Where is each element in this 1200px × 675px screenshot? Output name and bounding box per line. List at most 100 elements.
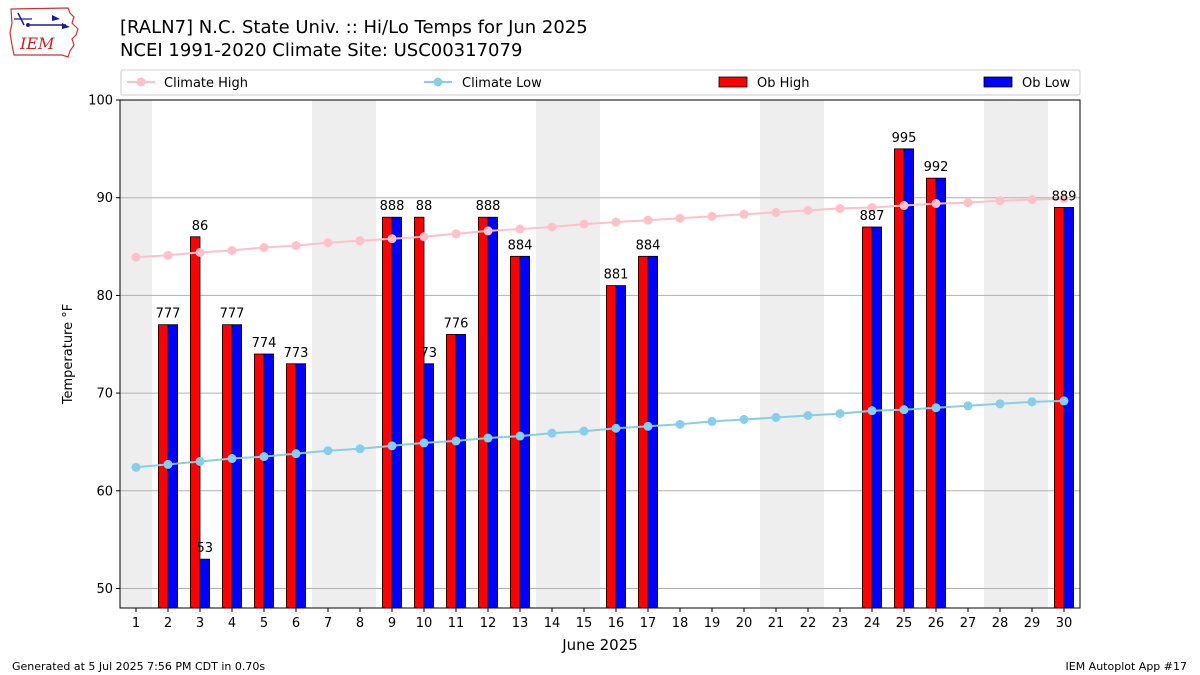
- bars: [157, 148, 1075, 609]
- ob-low-bar: [455, 334, 467, 609]
- ob-high-bar: [638, 255, 649, 609]
- x-tick-label: 20: [736, 616, 753, 631]
- bar-value-label: 881: [604, 268, 629, 283]
- climate-high-point: [707, 211, 717, 221]
- ob-low-bar: [935, 177, 947, 609]
- climate-high-point: [931, 199, 941, 209]
- climate-low-point: [163, 459, 173, 469]
- climate-low-point: [835, 409, 845, 419]
- x-tick-label: 24: [864, 616, 881, 631]
- y-axis-ticks: 50 60 70 80 90 100: [88, 94, 120, 597]
- ob-low-bar: [487, 216, 499, 609]
- weekend-shade: [312, 100, 344, 608]
- grid-lines: [120, 99, 1080, 589]
- ob-high-bar: [445, 334, 457, 609]
- climate-low-point: [515, 431, 525, 441]
- ob-low-value-label: 73: [421, 346, 438, 361]
- ob-high-bar: [926, 177, 937, 609]
- bar-value-label: 887: [860, 209, 885, 224]
- climate-high-point: [259, 243, 269, 253]
- weekend-shade: [120, 100, 152, 608]
- plot-frame: [119, 99, 1081, 609]
- climate-high-point: [899, 201, 909, 211]
- ob-low-bar: [615, 285, 627, 609]
- x-tick-label: 16: [608, 616, 625, 631]
- bar-value-label: 884: [508, 238, 533, 253]
- ob-high-bar: [285, 363, 297, 609]
- climate-low-point: [291, 449, 301, 459]
- climate-low-point: [675, 419, 685, 429]
- climate-high-point: [1059, 194, 1069, 204]
- bar-value-label: 776: [444, 316, 469, 331]
- ob-low-bar: [391, 216, 403, 609]
- y-tick-label: 50: [96, 582, 113, 597]
- footer-generated: Generated at 5 Jul 2025 7:56 PM CDT in 0…: [12, 660, 266, 673]
- ob-low-bar: [423, 363, 435, 609]
- iem-logo: IEM: [8, 5, 82, 59]
- legend-ob-low-label: Ob Low: [1022, 76, 1071, 91]
- y-tick-label: 80: [96, 289, 113, 304]
- bar-value-label: 777: [220, 307, 245, 322]
- climate-low-point: [131, 462, 141, 472]
- y-tick-label: 60: [96, 484, 113, 499]
- x-tick-label: 28: [992, 616, 1009, 631]
- ob-low-bar: [231, 324, 243, 609]
- climate-high-point: [1027, 195, 1037, 205]
- x-tick-label: 7: [324, 616, 332, 631]
- x-tick-label: 12: [480, 616, 497, 631]
- footer-app: IEM Autoplot App #17: [1065, 660, 1188, 673]
- legend-ob-high-label: Ob High: [757, 76, 810, 91]
- climate-low-point: [419, 438, 429, 448]
- y-axis-label: Temperature °F: [61, 304, 76, 405]
- climate-low-line: [135, 399, 1065, 469]
- y-tick-label: 100: [88, 94, 113, 109]
- weekend-shading: [120, 100, 1048, 608]
- climate-low-point: [579, 426, 589, 436]
- bar-value-label: 992: [924, 160, 949, 175]
- ob-high-bar: [253, 353, 265, 609]
- x-tick-label: 27: [960, 616, 977, 631]
- climate-high-point: [195, 247, 205, 257]
- legend-climate-high-marker: [136, 77, 146, 87]
- legend-climate-low-marker: [433, 77, 443, 87]
- bar-value-label: 88: [416, 199, 433, 214]
- legend-ob-high-swatch: [718, 76, 748, 88]
- x-tick-label: 18: [672, 616, 689, 631]
- climate-low-point: [867, 406, 877, 416]
- climate-high-point: [163, 250, 173, 260]
- climate-low-point: [963, 401, 973, 411]
- x-tick-label: 30: [1056, 616, 1073, 631]
- climate-high-point: [419, 232, 429, 242]
- ob-high-bar: [477, 216, 489, 609]
- x-tick-label: 3: [196, 616, 204, 631]
- climate-low-point: [451, 436, 461, 446]
- x-tick-label: 9: [388, 616, 396, 631]
- climate-high-point: [963, 198, 973, 208]
- iowa-outline-icon: [9, 7, 79, 58]
- x-tick-label: 15: [576, 616, 593, 631]
- climate-low-point: [707, 416, 717, 426]
- y-tick-label: 90: [96, 191, 113, 206]
- climate-high-point: [643, 215, 653, 225]
- climate-low-point: [355, 444, 365, 454]
- ob-high-bar: [221, 324, 233, 609]
- climate-low-point: [1059, 396, 1069, 406]
- climate-low-point: [771, 413, 781, 422]
- climate-high-point: [291, 241, 301, 251]
- climate-low-point: [259, 452, 269, 462]
- logo-text: IEM: [19, 34, 55, 53]
- climate-high-point: [867, 202, 877, 212]
- climate-low-point: [547, 428, 557, 438]
- ob-low-bar: [647, 255, 659, 609]
- climate-high-point: [355, 236, 365, 246]
- climate-high-point: [771, 207, 781, 217]
- climate-low-point: [1027, 397, 1037, 407]
- chart-title: [RALN7] N.C. State Univ. :: Hi/Lo Temps …: [120, 17, 588, 38]
- x-tick-label: 25: [896, 616, 913, 631]
- x-tick-label: 4: [228, 616, 236, 631]
- ob-high-bar: [413, 216, 425, 609]
- weekend-shade: [344, 100, 376, 608]
- weekend-shade: [536, 100, 568, 608]
- weekend-shade: [792, 100, 824, 608]
